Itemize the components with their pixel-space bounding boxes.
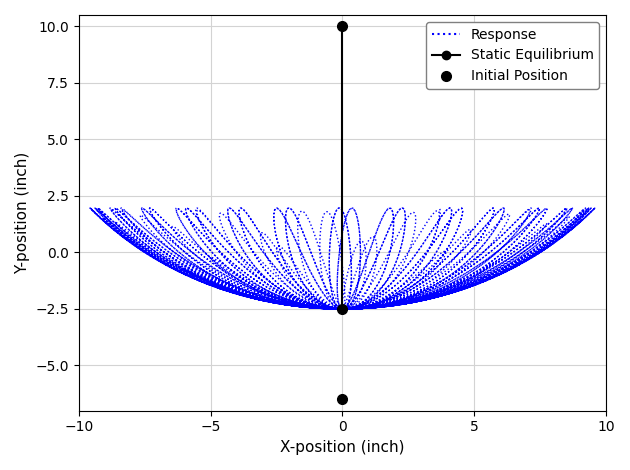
Response [389,267,396,273]
Response [435,205,442,211]
Response [587,205,595,211]
Response [285,205,292,211]
Y-axis label: Y-position (inch): Y-position (inch) [15,152,30,274]
Response [244,294,251,300]
X-axis label: X-position (inch): X-position (inch) [280,440,404,455]
Legend: Response, Static Equilibrium, Initial Position: Response, Static Equilibrium, Initial Po… [427,22,599,89]
Response [93,211,100,217]
Response [339,306,346,312]
Line: Response: Response [90,208,595,309]
Response [282,301,289,306]
Response [132,230,140,235]
